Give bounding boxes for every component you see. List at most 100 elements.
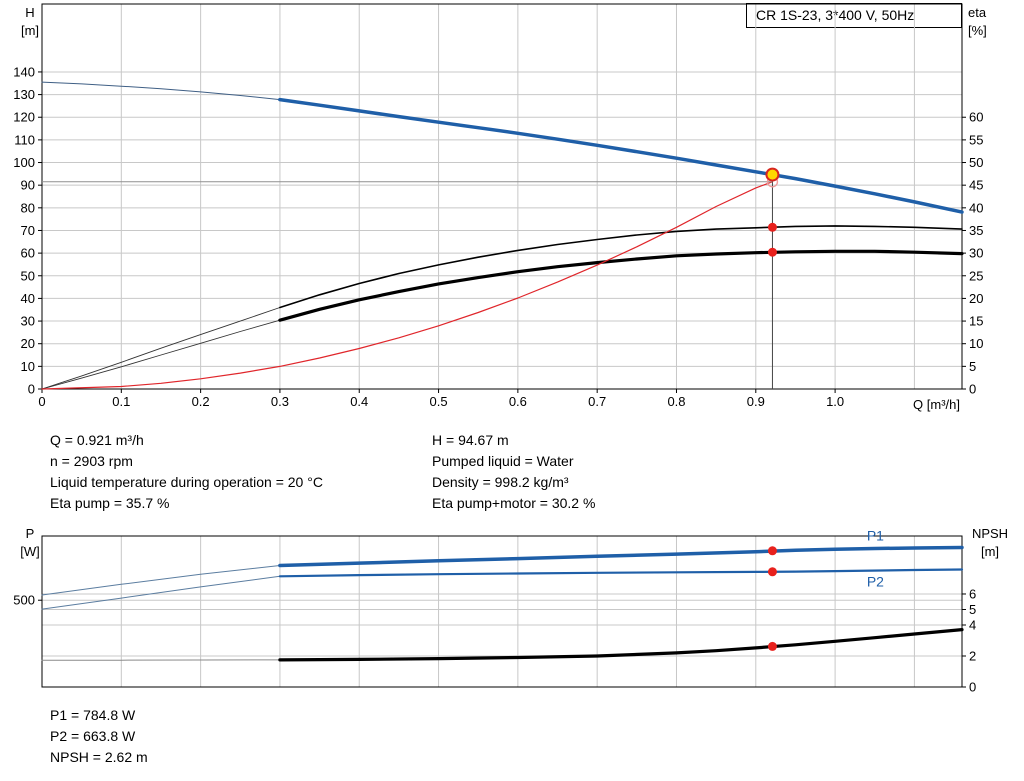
svg-text:0.9: 0.9 (747, 394, 765, 409)
svg-text:0.7: 0.7 (588, 394, 606, 409)
eta-pump-ext (41, 307, 281, 390)
svg-text:30: 30 (21, 314, 35, 329)
npsh-axis-symbol: NPSH (971, 526, 1009, 541)
duty-point (765, 167, 780, 182)
p-axis-symbol: P (25, 526, 35, 541)
svg-text:5: 5 (969, 359, 976, 374)
svg-text:20: 20 (969, 291, 983, 306)
axis-ticks: 500 0 2 456 (13, 586, 976, 694)
p1-value-text: P1 = 784.8 W (50, 707, 136, 723)
svg-text:4: 4 (969, 617, 976, 632)
svg-text:0.3: 0.3 (271, 394, 289, 409)
svg-text:140: 140 (13, 64, 35, 79)
npsh-axis-header: NPSH [m] (964, 525, 1016, 561)
power-npsh-chart[interactable]: 500 0 2 456 P1 P2 (0, 525, 1024, 700)
eta-axis-unit: [%] (968, 23, 987, 38)
p2-curve (278, 568, 964, 578)
svg-text:1.0: 1.0 (826, 394, 844, 409)
duty-info-right: H = 94.67 m Pumped liquid = Water Densit… (432, 430, 595, 514)
svg-text:70: 70 (21, 223, 35, 238)
duty-head-text: H = 94.67 m (432, 432, 509, 448)
svg-text:35: 35 (969, 223, 983, 238)
p2-duty-point (767, 567, 777, 577)
npsh-curve (278, 628, 964, 662)
p1-series-label: P1 (867, 527, 884, 543)
axis-ticks: 0 0.1 0.2 0.3 0.4 0.5 0.6 0.7 0.8 0.9 1.0 0 10 20 30 40… (13, 64, 983, 409)
eta-pump-motor-point (767, 247, 777, 257)
eta-axis-header: eta [%] (968, 4, 1018, 40)
density-text: Density = 998.2 kg/m³ (432, 474, 569, 490)
power-info: P1 = 784.8 W P2 = 663.8 W NPSH = 2.62 m (50, 705, 148, 768)
eta-axis-symbol: eta (968, 5, 987, 20)
svg-text:20: 20 (21, 336, 35, 351)
p2-series-label: P2 (867, 573, 884, 589)
svg-text:0.6: 0.6 (509, 394, 527, 409)
svg-text:110: 110 (14, 132, 35, 147)
svg-text:0.8: 0.8 (667, 394, 685, 409)
svg-text:50: 50 (21, 268, 35, 283)
svg-text:40: 40 (21, 291, 35, 306)
svg-text:0: 0 (969, 382, 976, 397)
svg-text:5: 5 (969, 602, 976, 617)
svg-text:120: 120 (13, 110, 35, 125)
svg-text:25: 25 (969, 268, 983, 283)
p1-duty-point (767, 546, 777, 556)
plot-border (41, 3, 963, 390)
svg-text:6: 6 (969, 586, 976, 601)
grid (42, 4, 962, 389)
h-axis-header: H [m] (10, 4, 50, 40)
q-axis-label: Q [m³/h] (913, 397, 960, 412)
svg-text:100: 100 (13, 155, 35, 170)
svg-text:40: 40 (969, 200, 983, 215)
p-axis-unit: [W] (20, 544, 40, 559)
eta-pump-motor-ext (41, 319, 281, 390)
npsh-value-text: NPSH = 2.62 m (50, 749, 148, 765)
p-axis-header: P [W] (10, 525, 50, 561)
p2-value-text: P2 = 663.8 W (50, 728, 136, 744)
p1-curve (278, 545, 964, 568)
npsh-axis-unit: [m] (980, 544, 1000, 559)
svg-text:90: 90 (21, 178, 35, 193)
svg-text:0.2: 0.2 (192, 394, 210, 409)
h-axis-unit: [m] (20, 23, 40, 38)
eta-pump-curve (279, 225, 963, 309)
eta-pump-point (767, 222, 777, 232)
liquid-temperature-text: Liquid temperature during operation = 20… (50, 474, 323, 490)
p2-curve-ext (41, 575, 281, 610)
eta-pump-text: Eta pump = 35.7 % (50, 495, 170, 511)
plot-border (41, 535, 963, 688)
head-capacity-chart[interactable]: 0 0.1 0.2 0.3 0.4 0.5 0.6 0.7 0.8 0.9 1.0 0 10 20 30 40… (0, 0, 1024, 420)
head-curve-ext (41, 81, 281, 101)
svg-text:50: 50 (969, 155, 983, 170)
eta-pump-motor-curve (278, 249, 964, 322)
svg-text:2: 2 (969, 648, 976, 663)
svg-text:0: 0 (28, 382, 35, 397)
h-axis-symbol: H (25, 5, 35, 20)
svg-text:500: 500 (13, 593, 35, 608)
svg-text:0.1: 0.1 (112, 394, 130, 409)
svg-text:10: 10 (21, 359, 35, 374)
grid (42, 536, 962, 687)
p1-curve-ext (41, 565, 281, 596)
system-curve (41, 181, 773, 390)
svg-text:60: 60 (969, 110, 983, 125)
svg-text:0.5: 0.5 (430, 394, 448, 409)
duty-info-left: Q = 0.921 m³/h n = 2903 rpm Liquid tempe… (50, 430, 323, 514)
svg-text:0.4: 0.4 (350, 394, 368, 409)
svg-text:45: 45 (969, 178, 983, 193)
svg-text:10: 10 (969, 336, 983, 351)
speed-text: n = 2903 rpm (50, 453, 133, 469)
svg-text:60: 60 (21, 246, 35, 261)
npsh-duty-point (767, 641, 777, 651)
svg-text:130: 130 (13, 87, 35, 102)
svg-text:15: 15 (969, 314, 983, 329)
svg-text:0: 0 (38, 394, 45, 409)
svg-text:55: 55 (969, 132, 983, 147)
eta-pump-motor-text: Eta pump+motor = 30.2 % (432, 495, 596, 511)
svg-text:30: 30 (969, 246, 983, 261)
duty-flow-text: Q = 0.921 m³/h (50, 432, 144, 448)
head-curve (278, 97, 964, 214)
pumped-liquid-text: Pumped liquid = Water (432, 453, 574, 469)
svg-text:80: 80 (21, 200, 35, 215)
